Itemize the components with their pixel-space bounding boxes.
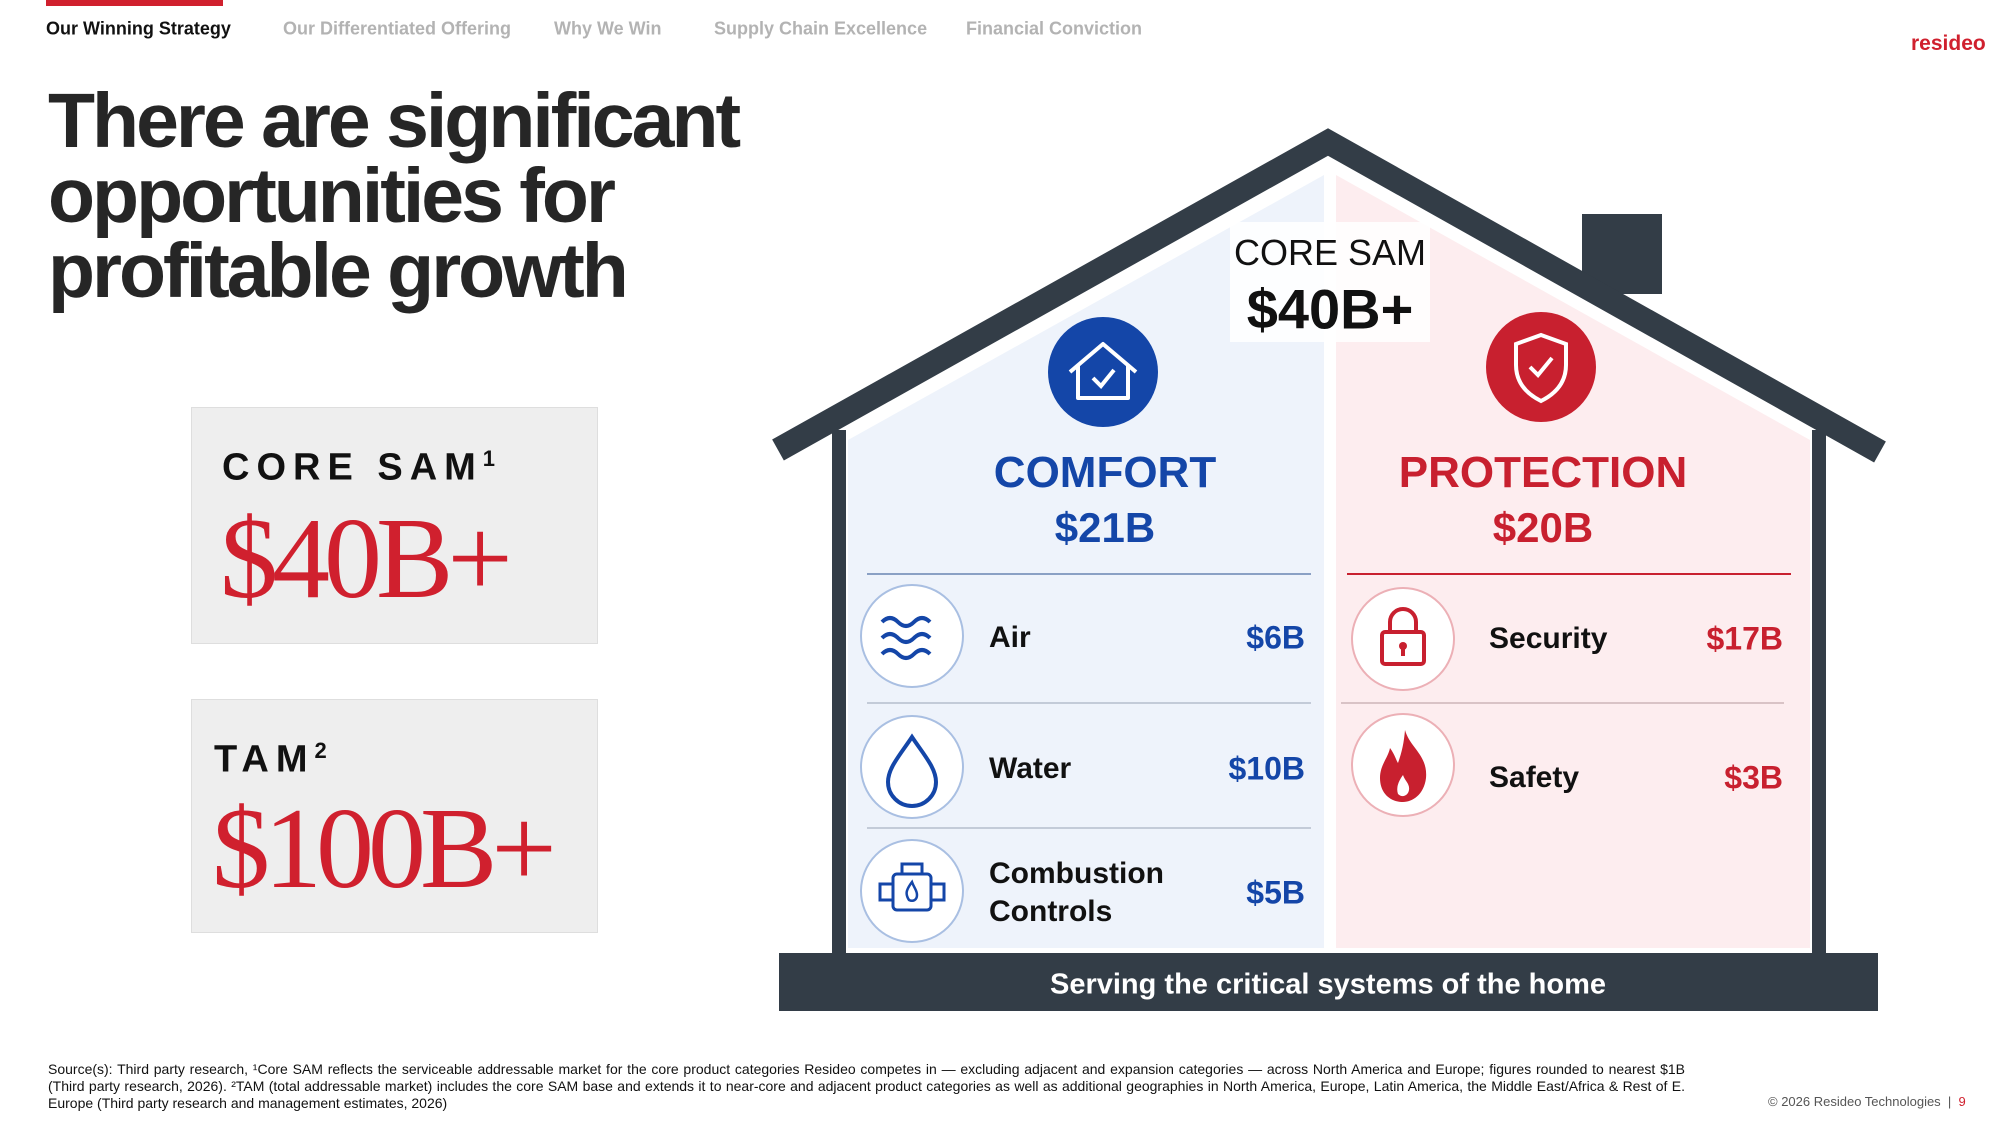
item-value: $5B	[1246, 874, 1305, 911]
brand-logo: resideo	[1911, 32, 1986, 55]
air-icon	[860, 584, 964, 688]
metric-value: $100B+	[212, 785, 557, 913]
metric-note: 2	[314, 738, 327, 763]
footnote: Source(s): Third party research, ¹Core S…	[48, 1061, 1685, 1111]
metric-note: 1	[482, 446, 496, 471]
segment-value: $20B	[1492, 504, 1594, 551]
security-icon	[1351, 587, 1455, 691]
item-value: $10B	[1228, 750, 1306, 787]
footer-text: Serving the critical systems of the home	[1049, 968, 1607, 1001]
header-value: $40B+	[1246, 277, 1414, 341]
protection-icon	[1486, 312, 1596, 422]
wall	[832, 430, 846, 955]
nav-tab: Our Differentiated Offering	[283, 18, 512, 39]
comfort-icon	[1048, 317, 1158, 427]
roof	[772, 128, 1886, 463]
nav-tab: Our Winning Strategy	[46, 18, 231, 39]
nav-tab: Financial Conviction	[966, 18, 1143, 39]
foundation	[779, 953, 1878, 1011]
water-icon	[860, 715, 964, 819]
item-label: Security	[1489, 622, 1608, 655]
title-line: profitable growth	[48, 228, 629, 314]
item-value: $3B	[1724, 759, 1783, 796]
nav-tab: Why We Win	[554, 18, 662, 39]
item-label: Water	[989, 752, 1072, 785]
wall	[1812, 430, 1826, 955]
segment-name: COMFORT	[993, 448, 1217, 497]
safety-icon	[1351, 713, 1455, 817]
item-label: Combustion Controls	[989, 857, 1164, 928]
metric-value: $40B+	[220, 495, 513, 623]
metric-label-text: TAM	[214, 738, 315, 781]
title-line: There are significant	[48, 78, 741, 164]
nav-tab: Supply Chain Excellence	[714, 18, 928, 39]
segment-value: $21B	[1054, 504, 1156, 551]
title: There are significant opportunities for …	[48, 78, 741, 314]
segment-name: PROTECTION	[1398, 448, 1688, 497]
metric-label-text: CORE SAM	[222, 446, 483, 489]
comfort-area	[848, 175, 1324, 948]
active-tab-bar	[46, 0, 223, 6]
item-label: Air	[989, 621, 1031, 654]
header-label: CORE SAM	[1233, 232, 1427, 273]
item-value: $6B	[1246, 619, 1305, 656]
metric-label: CORE SAM1	[222, 446, 495, 490]
header-backdrop	[1230, 222, 1430, 342]
item-label: Safety	[1489, 761, 1580, 794]
protection-area	[1336, 175, 1810, 948]
copyright-line: © 2026 Resideo Technologies | 9	[1768, 1094, 1966, 1109]
item-value: $17B	[1706, 620, 1784, 657]
metric-card: TAM2 $100B+	[191, 699, 598, 933]
metric-card: CORE SAM1 $40B+	[191, 407, 598, 644]
title-line: opportunities for	[48, 153, 616, 239]
metric-label: TAM2	[214, 738, 327, 782]
combustion-icon	[860, 839, 964, 943]
page-number: 9	[1958, 1094, 1966, 1109]
copyright: © 2026 Resideo Technologies	[1768, 1094, 1941, 1109]
